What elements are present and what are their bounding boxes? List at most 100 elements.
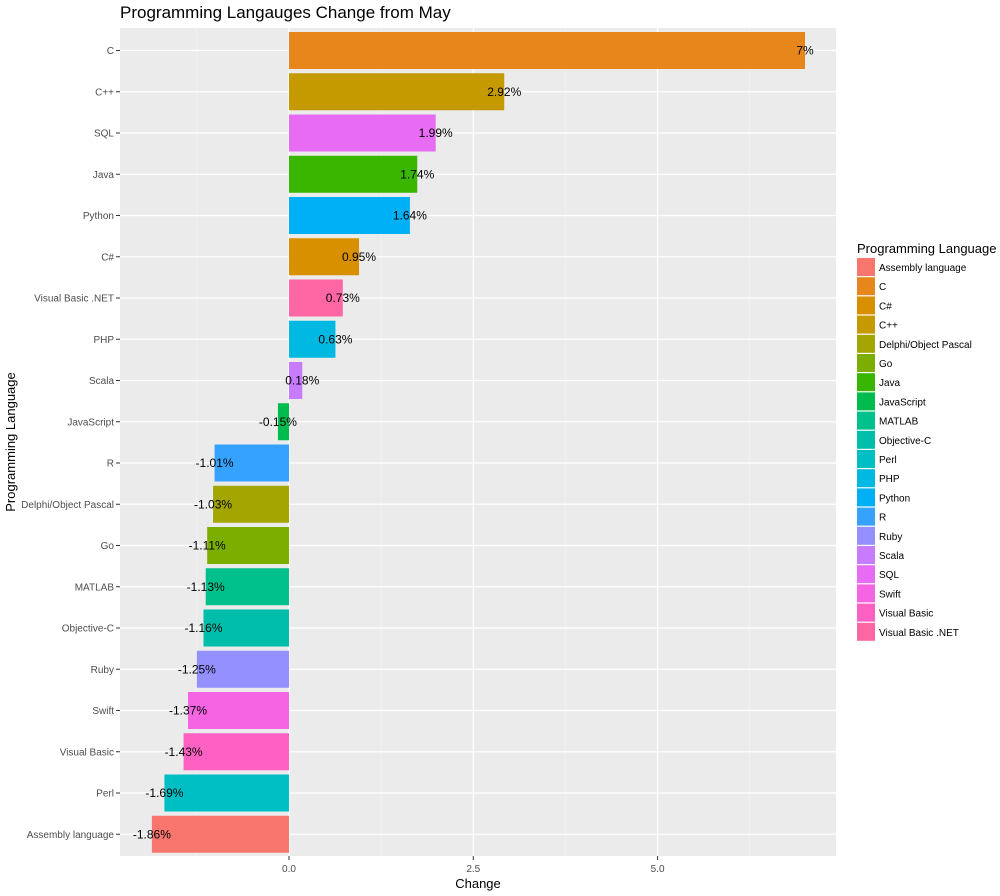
y-tick-label: Visual Basic .NET [34,294,114,305]
data-label: 7% [796,44,814,58]
legend-key [857,546,875,564]
y-tick-label: Python [83,211,114,222]
legend-key [857,277,875,296]
bars [151,32,805,853]
bar-go [207,527,289,564]
legend-key [857,430,875,449]
bar-c- [289,238,360,276]
x-axis-title: Change [455,876,501,891]
bar-visual-basic-net [289,279,343,317]
legend-key [857,296,875,315]
plot-panel [120,28,836,856]
data-labels: 7% 2.92% 1.99% 1.74% 1.64% 0.95% 0.73% 0.63% 0.1… [133,44,814,842]
legend-key [857,334,875,353]
legend-key [857,507,875,526]
legend-label: Ruby [879,532,902,543]
legend-label: Visual Basic .NET [879,628,959,639]
data-label: -1.43% [165,745,203,759]
legend-label: Go [879,359,893,370]
y-tick-label: Delphi/Object Pascal [21,500,114,511]
bar-swift [188,692,289,729]
y-tick-label: SQL [94,129,114,140]
y-tick-label: Scala [89,376,114,387]
legend-key [857,315,875,334]
data-label: -0.15% [259,415,297,429]
data-label: -1.37% [169,704,207,718]
bar-c- [289,73,505,111]
y-tick-label: C [107,46,114,57]
legend: Programming Language Assembly languageCC… [857,241,996,641]
y-axis: C C++ SQL Java Python C# Visual Basic .NET PHP S… [21,46,120,841]
bar-r [214,444,289,482]
legend-label: Swift [879,589,901,600]
legend-key [857,526,875,545]
x-tick-label: 0.0 [282,864,296,875]
x-tick-label: 2.5 [466,864,480,875]
legend-label: SQL [879,570,899,581]
data-label: -1.16% [184,621,222,635]
grid-lines [120,28,836,856]
bar-objective-c [203,609,289,647]
legend-key [857,622,875,641]
bar-c [289,32,805,69]
y-tick-label: Perl [96,789,114,800]
y-tick-label: Java [93,170,115,181]
data-label: -1.01% [196,456,234,470]
y-tick-label: MATLAB [75,582,115,593]
legend-items: Assembly language C C# C++ Delphi/Object Pas… [857,258,972,641]
y-tick-label: Ruby [91,665,114,676]
bar-assembly-language [151,815,289,853]
data-label: -1.69% [145,786,183,800]
legend-key [857,450,875,468]
data-label: -1.03% [194,497,232,511]
legend-label: Scala [879,551,904,562]
data-label: 0.95% [342,250,376,264]
legend-label: C++ [879,321,898,332]
legend-key [857,584,875,603]
legend-title: Programming Language [857,241,996,256]
x-tick-label: 5.0 [651,864,665,875]
chart-title: Programming Langauges Change from May [120,3,451,22]
legend-label: Java [879,378,901,389]
legend-key [857,488,875,507]
x-axis: 0.0 2.5 5.0 [282,856,665,875]
legend-key [857,469,875,488]
legend-key [857,411,875,430]
legend-label: JavaScript [879,397,926,408]
y-tick-label: R [107,459,114,470]
bar-delphi-object-pascal [213,485,289,523]
data-label: 1.99% [419,126,453,140]
legend-key [857,258,875,276]
data-label: 0.18% [285,374,319,388]
data-label: 1.64% [393,209,427,223]
data-label: -1.86% [133,827,171,841]
bar-perl [164,774,289,812]
y-tick-label: Visual Basic [60,747,114,758]
data-label: 2.92% [487,85,521,99]
legend-key [857,354,875,372]
data-label: -1.11% [189,539,226,553]
y-tick-label: C++ [95,87,114,98]
legend-label: Perl [879,455,897,466]
legend-key [857,373,875,392]
bar-python [289,197,410,234]
bar-php [289,320,336,358]
y-tick-label: JavaScript [67,417,114,428]
legend-label: C [879,282,886,293]
data-label: 0.73% [326,291,360,305]
legend-key [857,392,875,411]
y-tick-label: Swift [92,706,114,717]
data-label: 1.74% [400,167,434,181]
y-tick-label: Objective-C [62,624,114,635]
bar-scala [289,362,303,399]
y-tick-label: Assembly language [27,830,115,841]
bar-visual-basic [183,733,289,771]
legend-key [857,565,875,584]
legend-key [857,603,875,622]
legend-label: PHP [879,474,900,485]
legend-label: Objective-C [879,436,931,447]
bar-ruby [196,650,289,688]
legend-label: R [879,513,886,524]
data-label: -1.25% [178,662,216,676]
